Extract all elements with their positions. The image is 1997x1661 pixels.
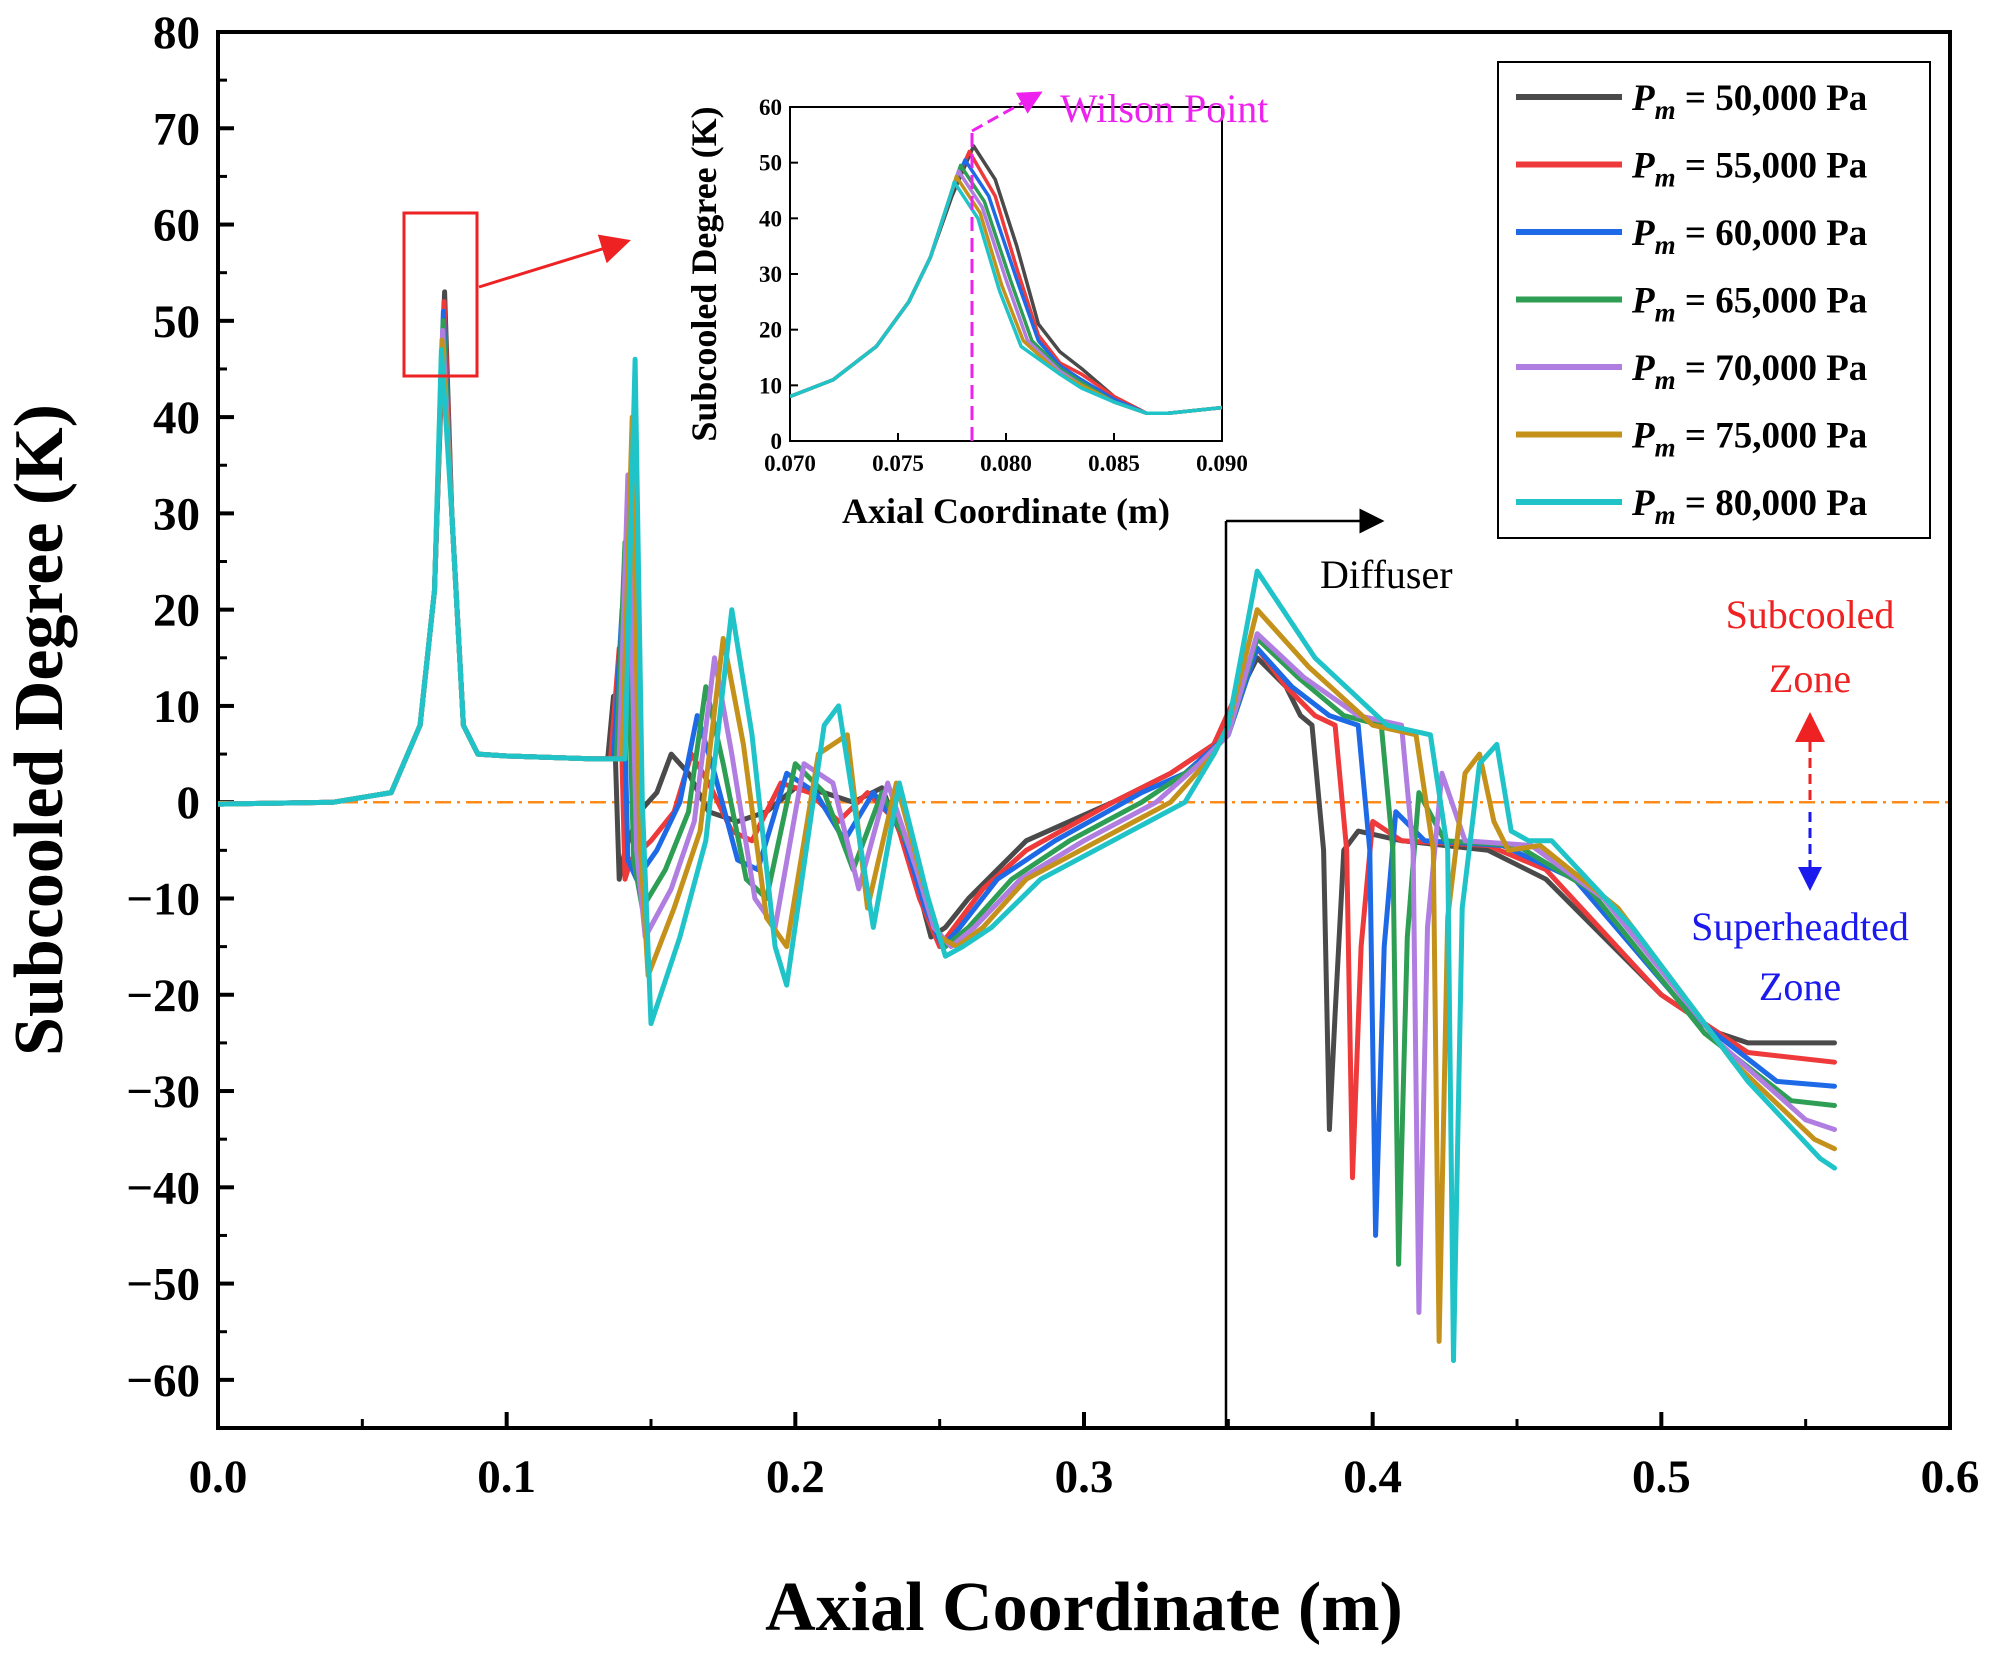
inset-x-tick-label: 0.090	[1196, 451, 1248, 476]
inset-x-tick-label: 0.075	[872, 451, 924, 476]
y-tick-label: 30	[153, 488, 200, 540]
wilson-point-label: Wilson Point	[1060, 86, 1268, 131]
zoom-arrow	[478, 234, 631, 289]
legend-items: Pm = 50,000 Pa Pm = 55,000 Pa Pm = 60,000 …	[1516, 78, 1867, 530]
inset-x-tick-label: 0.070	[764, 451, 816, 476]
inset-y-axis-title: Subcooled Degree (K)	[684, 106, 724, 441]
inset-y-tick-label: 20	[759, 318, 782, 343]
inset-chart: 60 50 40 30 20 10 00.070 0.075 0.080 0.085 0.090 W…	[684, 86, 1268, 531]
y-tick-label: −10	[126, 873, 200, 925]
legend-label-3: Pm = 60,000 Pa	[1631, 213, 1867, 260]
y-tick-label: 10	[153, 681, 200, 733]
inset-y-tick-label: 40	[759, 206, 782, 231]
inset-y-tick-label: 50	[759, 151, 782, 176]
y-tick-label: −40	[126, 1162, 200, 1214]
y-axis-title: Subcooled Degree (K)	[1, 404, 78, 1056]
x-tick-label: 0.3	[1055, 1451, 1114, 1503]
inset-y-tick-label: 0	[771, 429, 783, 454]
y-tick-label: −30	[126, 1066, 200, 1118]
y-tick-label: −20	[126, 970, 200, 1022]
y-tick-label: 70	[153, 103, 200, 155]
x-tick-label: 0.6	[1921, 1451, 1980, 1503]
y-tick-label: 80	[153, 7, 200, 59]
y-tick-label: 20	[153, 585, 200, 637]
inset-y-tick-label: 30	[759, 262, 782, 287]
inset-axis-ticks: 60 50 40 30 20 10 00.070 0.075 0.080 0.085 0.090	[759, 95, 1248, 476]
legend-label-6: Pm = 75,000 Pa	[1631, 416, 1867, 463]
wilson-point-arrow	[971, 91, 1043, 133]
y-tick-label: 0	[177, 777, 201, 829]
inset-x-tick-label: 0.080	[980, 451, 1032, 476]
inset-x-tick-label: 0.085	[1088, 451, 1140, 476]
legend-label-2: Pm = 55,000 Pa	[1631, 146, 1867, 193]
legend-label-5: Pm = 70,000 Pa	[1631, 348, 1867, 395]
legend-label-1: Pm = 50,000 Pa	[1631, 78, 1867, 125]
series-line-7	[218, 347, 1837, 1364]
superheated-zone-label-2: Zone	[1759, 964, 1841, 1009]
legend-label-7: Pm = 80,000 Pa	[1631, 483, 1867, 530]
legend-label-4: Pm = 65,000 Pa	[1631, 281, 1867, 328]
y-tick-label: −50	[126, 1259, 200, 1311]
x-axis-title: Axial Coordinate (m)	[765, 1569, 1403, 1646]
x-tick-label: 0.4	[1343, 1451, 1402, 1503]
main-axis-ticks: 80 70 60 50 40 30 20 10 0 −10 −20 −30 −40 −50 −60 0.0 0.…	[126, 7, 1979, 1503]
y-tick-label: 40	[153, 392, 200, 444]
y-tick-label: 60	[153, 200, 200, 252]
subcooled-zone-label-2: Zone	[1769, 656, 1851, 701]
x-tick-label: 0.0	[189, 1451, 248, 1503]
diffuser-label: Diffuser	[1320, 552, 1453, 597]
superheated-zone-label-1: Superheadted	[1691, 904, 1909, 949]
main-series-group	[218, 289, 1950, 1364]
inset-series-line-7	[790, 180, 1222, 415]
x-tick-label: 0.2	[766, 1451, 825, 1503]
peak-highlight-box	[402, 211, 479, 378]
legend: Pm = 50,000 Pa Pm = 55,000 Pa Pm = 60,000 …	[1497, 61, 1931, 539]
y-tick-label: −60	[126, 1355, 200, 1407]
x-tick-label: 0.1	[477, 1451, 536, 1503]
inset-y-tick-label: 60	[759, 95, 782, 120]
inset-series-group	[790, 144, 1222, 415]
inset-y-tick-label: 10	[759, 373, 782, 398]
x-tick-label: 0.5	[1632, 1451, 1691, 1503]
subcooled-zone-label-1: Subcooled	[1726, 592, 1895, 637]
y-tick-label: 50	[153, 296, 200, 348]
inset-x-axis-title: Axial Coordinate (m)	[842, 491, 1170, 531]
